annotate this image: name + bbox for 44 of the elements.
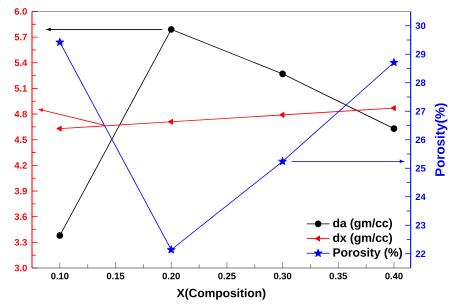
point <box>390 105 396 112</box>
x-tick-label: 0.20 <box>162 272 180 280</box>
y-tick-label: 4.8 <box>14 110 27 118</box>
y2-tick-label: 22 <box>416 250 426 258</box>
point <box>56 232 64 239</box>
x-tick-label: 0.35 <box>330 272 348 280</box>
y2-tick-label: 30 <box>416 22 426 30</box>
point <box>168 26 175 33</box>
x-tick-label: 0.40 <box>385 272 403 280</box>
y-tick-label: 5.1 <box>14 85 28 92</box>
y2-tick-label: 28 <box>416 79 426 86</box>
x-axis-title: X(Composition) <box>176 288 266 300</box>
y-tick-label: 3.0 <box>14 264 27 272</box>
x-tick-label: 0.15 <box>106 272 124 280</box>
point <box>56 38 64 46</box>
legend-label: da (gm/cc) <box>333 218 392 230</box>
y-tick-label: 4.2 <box>14 162 27 169</box>
y-tick-label: 5.4 <box>14 60 28 66</box>
legend-label: Porosity (%) <box>333 248 402 260</box>
point <box>390 58 398 66</box>
x-tick-label: 0.30 <box>274 272 292 280</box>
y-tick-label: 6.0 <box>14 8 27 15</box>
y2-tick-label: 23 <box>416 222 426 229</box>
y2-tick-label: 25 <box>416 164 426 172</box>
point <box>279 112 284 118</box>
legend-label: dx (gm/cc) <box>333 233 392 244</box>
point <box>167 245 176 254</box>
y2-tick-label: 29 <box>416 50 426 58</box>
x-tick-label: 0.25 <box>218 272 236 280</box>
y-tick-label: 4.5 <box>14 136 28 143</box>
point <box>56 126 62 132</box>
y2-tick-label: 26 <box>416 136 426 144</box>
y-tick-label: 5.7 <box>14 34 27 40</box>
point <box>279 70 286 78</box>
y2-tick-label: 24 <box>416 193 426 200</box>
point <box>390 125 398 132</box>
y-tick-label: 3.9 <box>14 188 27 194</box>
y-tick-label: 3.6 <box>14 213 27 220</box>
x-tick-label: 0.10 <box>51 272 69 280</box>
y2-axis-title: Porosity(%) <box>434 103 448 176</box>
point <box>278 157 287 166</box>
point <box>168 118 174 125</box>
y2-tick-label: 27 <box>416 108 426 114</box>
y-tick-label: 3.3 <box>14 239 27 246</box>
